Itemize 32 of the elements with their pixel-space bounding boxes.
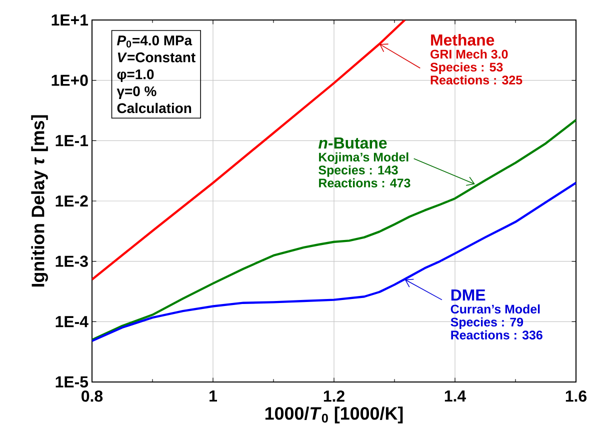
annotation: Species : 79: [450, 317, 524, 329]
y-tick-label: 1E-1: [56, 135, 88, 146]
x-tick-label: 0.8: [82, 390, 103, 402]
x-tick-label: 1.6: [566, 390, 586, 402]
y-axis-title: Ignition Delay τ [ms]: [31, 115, 48, 287]
annotation: GRI Mech 3.0: [430, 49, 508, 59]
annotation: V=Constant: [118, 52, 196, 62]
annotation: Calculation: [117, 102, 192, 114]
line-series: [92, 118, 576, 341]
text: n-Butane: [318, 137, 387, 149]
annotation: Reactions : 325: [430, 75, 522, 84]
series-label: DME: [451, 290, 486, 300]
annotation: P$_{0}$=4.0 MPa: [116, 36, 192, 48]
annotation: Species : 143: [318, 165, 398, 177]
y-tick-label: 1E+0: [52, 74, 88, 86]
annotation: Kojima’s Model: [319, 152, 408, 164]
annotation: Reactions : 336: [451, 330, 542, 340]
annotation: γ=0 %: [116, 86, 156, 99]
y-tick-label: 1E-3: [56, 256, 88, 267]
x-tick-label: 1: [210, 390, 217, 402]
series-label: Methane: [431, 34, 494, 46]
annotation: φ=1.0: [117, 69, 154, 82]
annotation: Curran’s Model: [450, 304, 540, 314]
annotation: Reactions : 473: [319, 178, 410, 188]
x-tick-label: 1.4: [444, 390, 466, 402]
y-tick-label: 1E-2: [56, 195, 88, 207]
y-tick-label: 1E-4: [56, 316, 88, 328]
y-tick-label: 1E-5: [56, 376, 88, 388]
x-tick-label: 1.2: [324, 390, 344, 402]
y-tick-label: 1E+1: [52, 14, 88, 26]
annotation: Species : 53: [430, 62, 503, 74]
x-axis-title: 1000/T$_{0}$ [1000/K]: [265, 406, 403, 424]
